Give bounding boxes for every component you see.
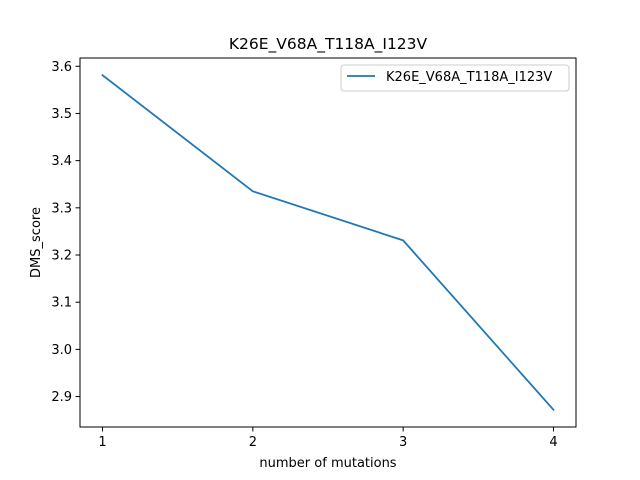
chart-title: K26E_V68A_T118A_I123V: [229, 35, 428, 54]
y-tick-label: 3.0: [51, 343, 72, 358]
plot-area: [79, 57, 577, 428]
legend-box: [340, 64, 570, 92]
x-tick-label: 1: [98, 435, 106, 450]
series-layer: [101, 73, 555, 412]
y-tick-label: 3.1: [51, 296, 72, 311]
y-tick-label: 3.2: [51, 249, 72, 264]
y-tick-label: 3.3: [51, 201, 72, 216]
y-axis-label: DMS_score: [29, 207, 44, 278]
y-tick-label: 3.5: [51, 107, 72, 122]
y-tick-label: 2.9: [51, 390, 72, 405]
y-tick-label: 3.4: [51, 154, 72, 169]
axes-frame: [79, 57, 577, 428]
x-axis-ticks: 1 2 3 4: [98, 427, 558, 450]
x-tick-label: 2: [249, 435, 257, 450]
y-tick-label: 3.6: [51, 60, 72, 75]
x-axis-label: number of mutations: [259, 456, 396, 471]
series-line-0: [101, 73, 555, 412]
legend-label: K26E_V68A_T118A_I123V: [386, 70, 552, 85]
x-tick-label: 4: [549, 435, 557, 450]
x-tick-label: 3: [399, 435, 407, 450]
y-axis-ticks: 2.9 3.0 3.1 3.2 3.3 3.4 3.5 3.6: [51, 60, 80, 405]
legend: K26E_V68A_T118A_I123V: [340, 64, 570, 92]
